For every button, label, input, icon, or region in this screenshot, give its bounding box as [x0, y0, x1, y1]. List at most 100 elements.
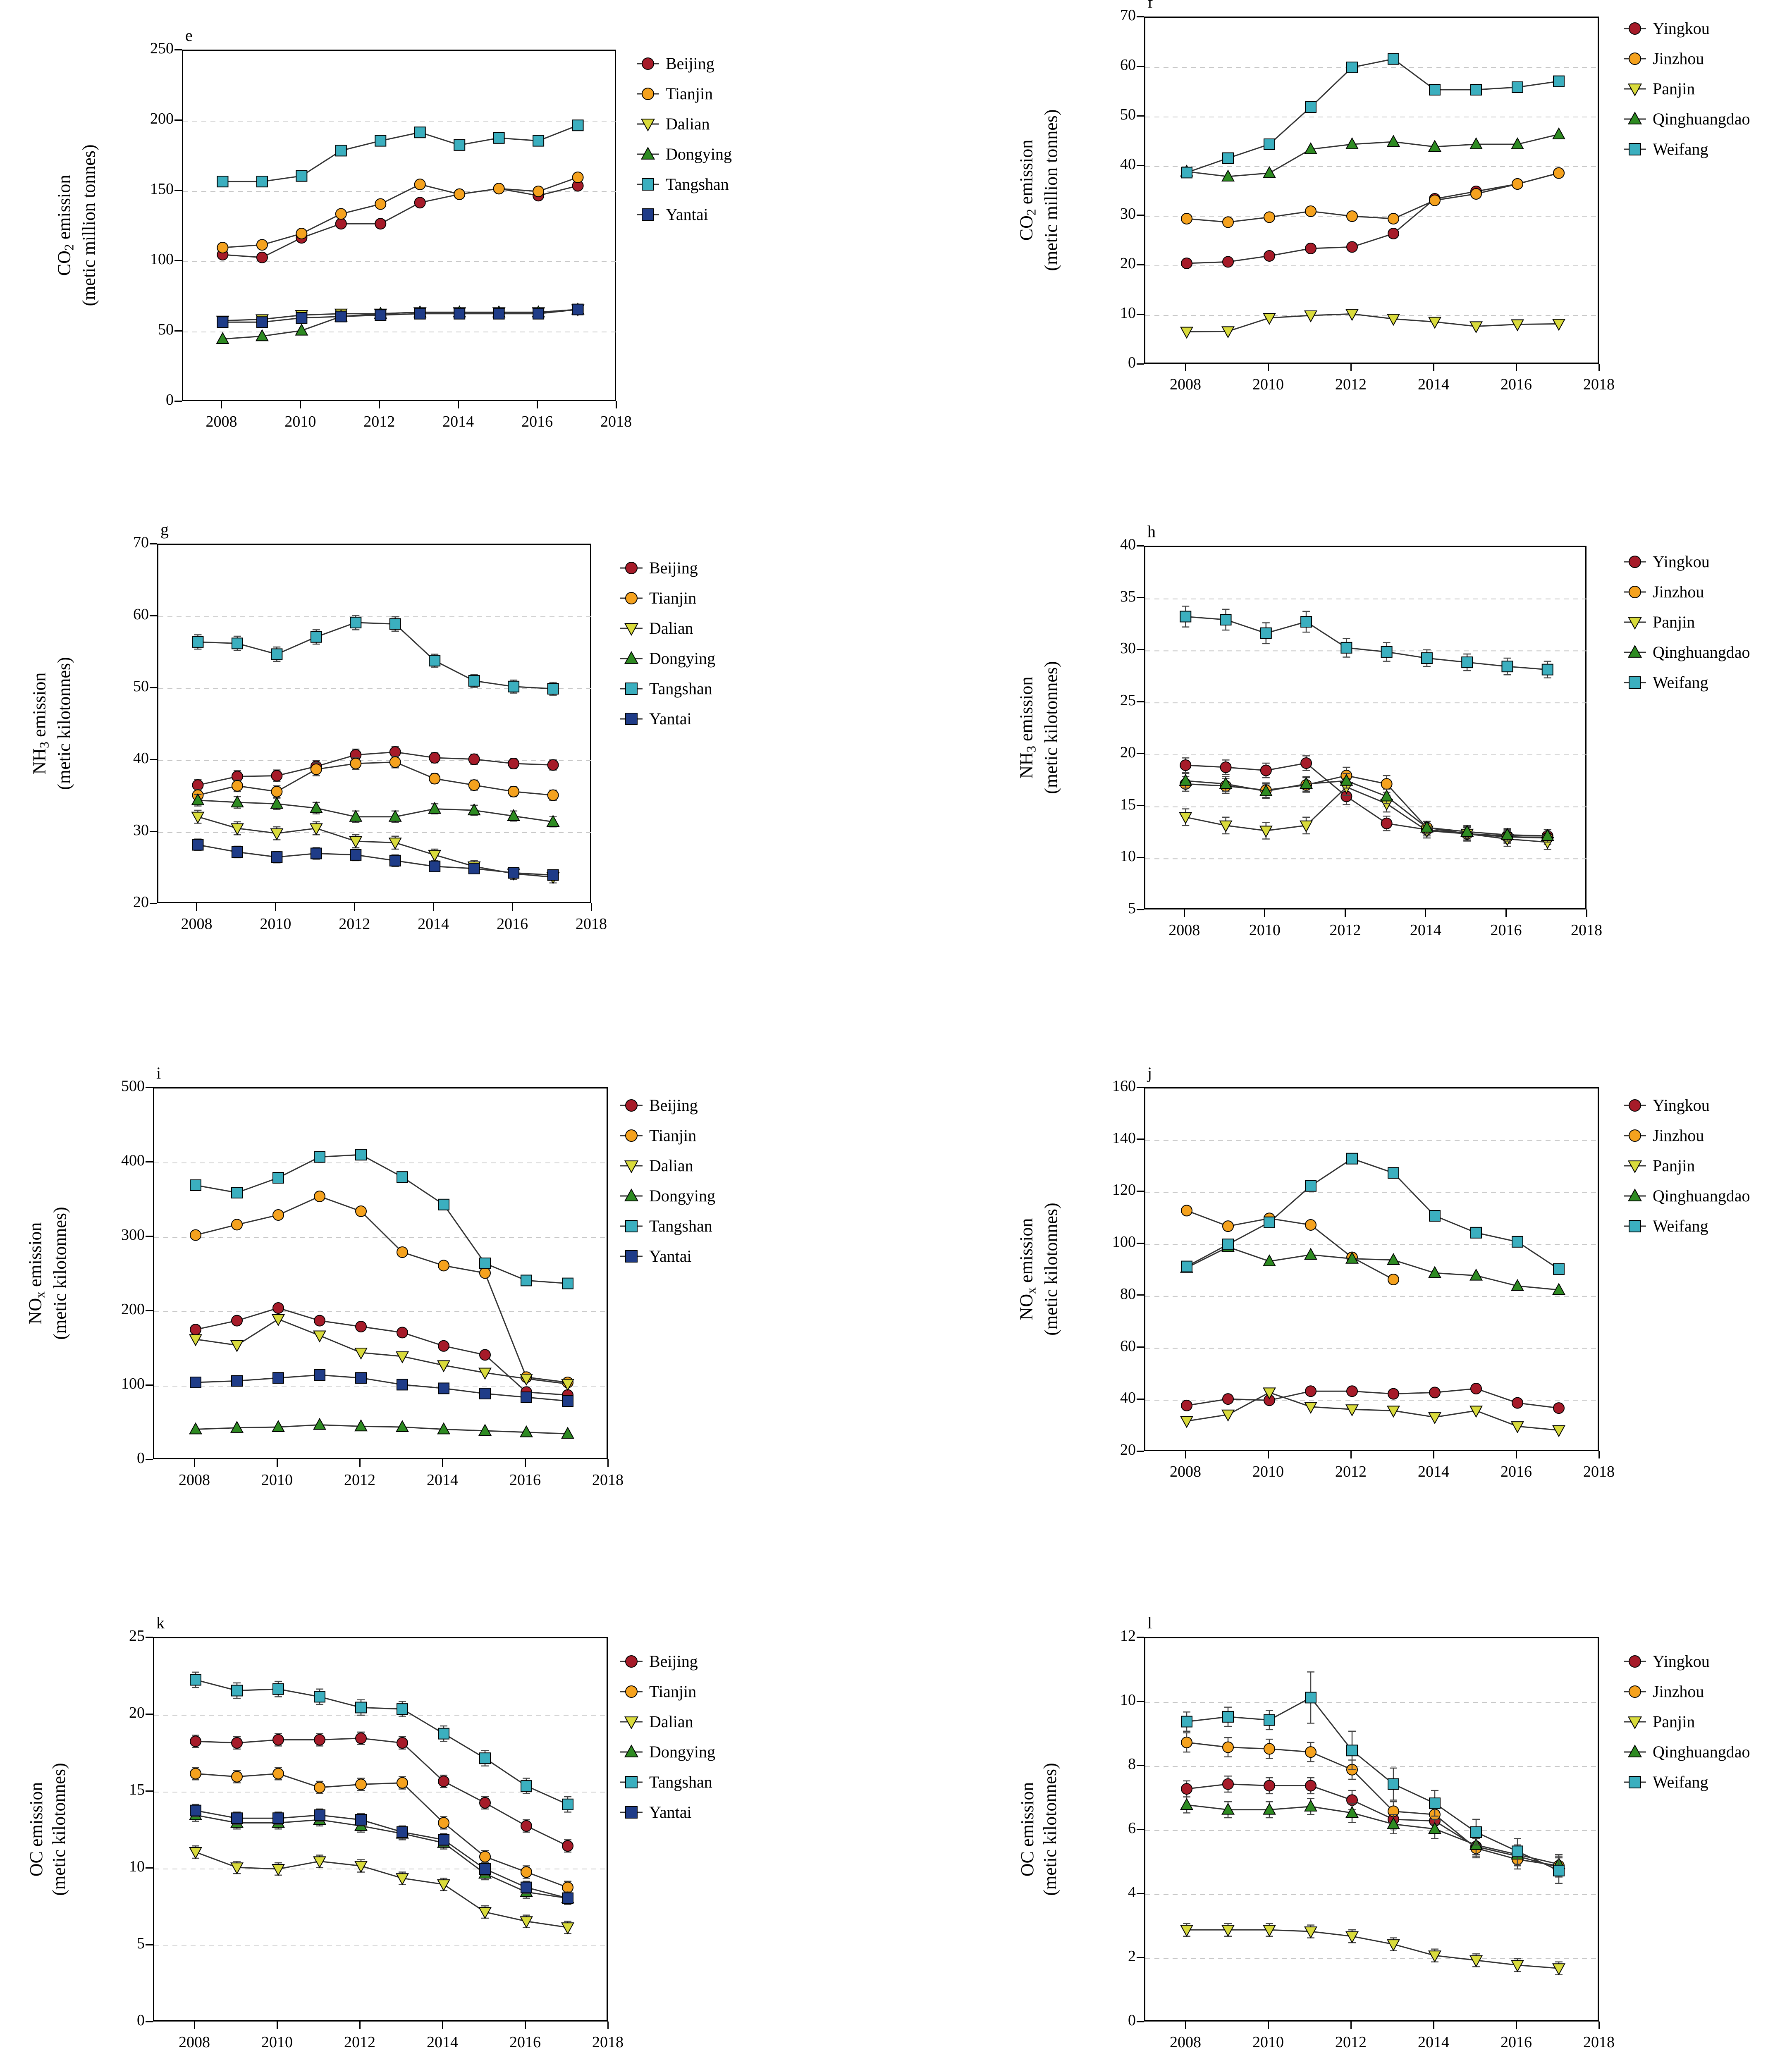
ytick-l-8: 8	[1128, 1755, 1136, 1773]
legend-label: Tianjin	[649, 589, 697, 607]
legend-marker-square-icon	[1624, 1217, 1646, 1235]
legend-item-tianjin[interactable]: Tianjin	[620, 1682, 715, 1701]
xtick-i-2014: 2014	[427, 1471, 458, 1489]
legend-item-panjin[interactable]: Panjin	[1624, 612, 1750, 632]
ytick-e-50: 50	[158, 321, 174, 338]
ytick-mark	[1137, 2021, 1144, 2022]
xtick-mark	[607, 2022, 609, 2029]
ylabel-i: NOx emission (metic kilotonnes)	[25, 1207, 70, 1340]
xtick-mark	[1267, 1451, 1269, 1458]
legend-marker-circle-icon	[1624, 553, 1646, 571]
legend-item-yantai[interactable]: Yantai	[637, 205, 732, 224]
legend-item-beijing[interactable]: Beijing	[620, 558, 715, 578]
legend-item-jinzhou[interactable]: Jinzhou	[1624, 1126, 1750, 1145]
legend-item-dalian[interactable]: Dalian	[620, 1156, 715, 1175]
legend-item-yingkou[interactable]: Yingkou	[1624, 19, 1750, 38]
legend-item-jinzhou[interactable]: Jinzhou	[1624, 1682, 1750, 1701]
xtick-l-2016: 2016	[1501, 2034, 1532, 2051]
legend-label: Tangshan	[666, 175, 729, 193]
legend-item-dongying[interactable]: Dongying	[620, 1742, 715, 1761]
xtick-mark	[196, 903, 197, 911]
legend-item-panjin[interactable]: Panjin	[1624, 1712, 1750, 1731]
plot-area-i	[153, 1087, 609, 1459]
legend-g: Beijing Tianjin Dalian	[620, 558, 715, 739]
legend-marker-triangle-down-icon	[620, 1157, 643, 1175]
legend-item-tianjin[interactable]: Tianjin	[637, 84, 732, 103]
legend-item-jinzhou[interactable]: Jinzhou	[1624, 49, 1750, 68]
xtick-h-2010: 2010	[1249, 921, 1281, 939]
legend-item-weifang[interactable]: Weifang	[1624, 1216, 1750, 1236]
xtick-j-2010: 2010	[1252, 1463, 1284, 1480]
legend-label: Qinghuangdao	[1653, 643, 1750, 661]
legend-label: Weifang	[1653, 673, 1708, 692]
chart-panel-h: h 5 10 15 20 25 30 35 40 2008 2010 2012 2014 2016 201…	[896, 504, 1792, 1042]
legend-label: Tianjin	[666, 84, 713, 103]
legend-item-yingkou[interactable]: Yingkou	[1624, 1652, 1750, 1671]
legend-item-weifang[interactable]: Weifang	[1624, 1772, 1750, 1792]
xtick-f-2016: 2016	[1501, 376, 1532, 393]
legend-item-tangshan[interactable]: Tangshan	[620, 1772, 715, 1792]
chart-panel-f: f 0 10 20 30 40 50 60 70 2008 2010 2012 2014 2016 201…	[896, 0, 1792, 504]
ytick-g-30: 30	[133, 821, 149, 839]
xtick-mark	[432, 903, 434, 911]
legend-item-yingkou[interactable]: Yingkou	[1624, 552, 1750, 571]
ytick-i-200: 200	[121, 1301, 145, 1318]
legend-item-yantai[interactable]: Yantai	[620, 1802, 715, 1822]
legend-item-beijing[interactable]: Beijing	[620, 1096, 715, 1115]
ytick-mark	[1137, 264, 1144, 265]
xtick-k-2014: 2014	[427, 2034, 458, 2051]
legend-item-tianjin[interactable]: Tianjin	[620, 588, 715, 608]
legend-marker-circle-icon	[1624, 50, 1646, 68]
ytick-h-15: 15	[1120, 795, 1136, 813]
legend-item-tianjin[interactable]: Tianjin	[620, 1126, 715, 1145]
legend-item-jinzhou[interactable]: Jinzhou	[1624, 582, 1750, 601]
legend-item-yantai[interactable]: Yantai	[620, 709, 715, 728]
xtick-mark	[1267, 364, 1269, 371]
legend-marker-circle-icon	[637, 85, 659, 103]
ytick-l-4: 4	[1128, 1883, 1136, 1901]
legend-item-qinghuangdao[interactable]: Qinghuangdao	[1624, 1742, 1750, 1761]
plot-area-j	[1144, 1087, 1600, 1451]
xtick-e-2018: 2018	[600, 413, 632, 430]
xtick-h-2012: 2012	[1329, 921, 1361, 939]
legend-item-panjin[interactable]: Panjin	[1624, 1156, 1750, 1175]
legend-item-dongying[interactable]: Dongying	[620, 649, 715, 668]
legend-item-tangshan[interactable]: Tangshan	[620, 679, 715, 698]
legend-item-qinghuangdao[interactable]: Qinghuangdao	[1624, 1186, 1750, 1205]
ytick-k-5: 5	[137, 1935, 145, 1952]
legend-item-weifang[interactable]: Weifang	[1624, 673, 1750, 692]
legend-item-yantai[interactable]: Yantai	[620, 1246, 715, 1266]
plot-area-l	[1144, 1637, 1600, 2022]
legend-label: Dongying	[649, 649, 715, 668]
legend-label: Jinzhou	[1653, 582, 1704, 601]
legend-item-yingkou[interactable]: Yingkou	[1624, 1096, 1750, 1115]
legend-marker-square-icon	[620, 1247, 643, 1265]
legend-item-dalian[interactable]: Dalian	[620, 618, 715, 638]
ytick-e-200: 200	[150, 110, 174, 127]
ylabel-k: OC emission (metic kilotonnes)	[26, 1763, 69, 1896]
xtick-e-2008: 2008	[205, 413, 237, 430]
legend-marker-triangle-down-icon	[1624, 613, 1646, 631]
ytick-f-70: 70	[1120, 7, 1136, 24]
legend-item-qinghuangdao[interactable]: Qinghuangdao	[1624, 109, 1750, 129]
legend-item-dalian[interactable]: Dalian	[637, 114, 732, 134]
legend-item-dalian[interactable]: Dalian	[620, 1712, 715, 1731]
legend-item-panjin[interactable]: Panjin	[1624, 79, 1750, 98]
ytick-h-35: 35	[1120, 587, 1136, 605]
ytick-f-10: 10	[1120, 304, 1136, 322]
legend-item-qinghuangdao[interactable]: Qinghuangdao	[1624, 642, 1750, 662]
legend-item-tangshan[interactable]: Tangshan	[620, 1216, 715, 1236]
ytick-j-20: 20	[1120, 1441, 1136, 1458]
legend-item-tangshan[interactable]: Tangshan	[637, 174, 732, 194]
ytick-mark	[1137, 1398, 1144, 1400]
legend-item-dongying[interactable]: Dongying	[620, 1186, 715, 1205]
legend-item-beijing[interactable]: Beijing	[637, 54, 732, 73]
ytick-g-60: 60	[133, 606, 149, 623]
xtick-e-2014: 2014	[442, 413, 474, 430]
panel-letter-i: i	[156, 1064, 161, 1082]
legend-item-dongying[interactable]: Dongying	[637, 144, 732, 164]
xtick-mark	[442, 2022, 443, 2029]
legend-item-beijing[interactable]: Beijing	[620, 1652, 715, 1671]
ytick-mark	[174, 330, 182, 332]
legend-item-weifang[interactable]: Weifang	[1624, 139, 1750, 159]
